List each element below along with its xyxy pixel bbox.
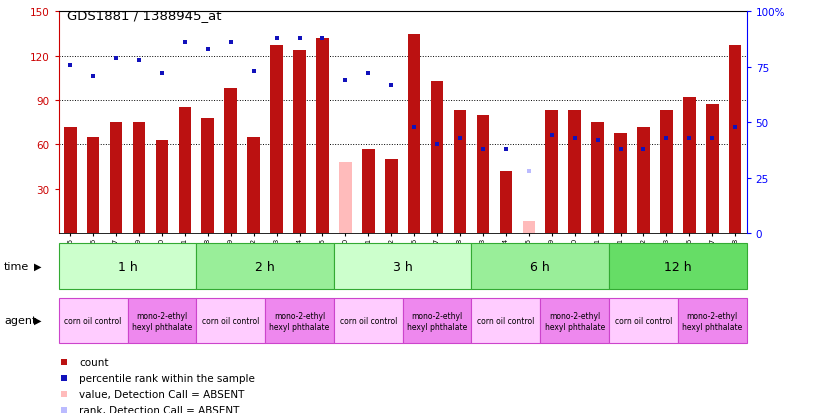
Text: mono-2-ethyl
hexyl phthalate: mono-2-ethyl hexyl phthalate (269, 311, 330, 331)
Text: mono-2-ethyl
hexyl phthalate: mono-2-ethyl hexyl phthalate (407, 311, 468, 331)
Bar (522, 221, 535, 233)
Text: agent: agent (4, 316, 37, 325)
Text: value, Detection Call = ABSENT: value, Detection Call = ABSENT (79, 389, 245, 399)
Bar (339, 163, 352, 233)
Bar (334, 298, 403, 344)
Bar (316, 39, 329, 233)
Bar (197, 298, 265, 344)
Text: corn oil control: corn oil control (339, 316, 397, 325)
Bar (706, 105, 719, 233)
Bar (197, 244, 334, 289)
Bar (293, 51, 306, 233)
Bar (110, 123, 122, 233)
Text: 6 h: 6 h (530, 260, 550, 273)
Bar (59, 244, 197, 289)
Bar (133, 123, 145, 233)
Bar (637, 127, 650, 233)
Bar (678, 298, 747, 344)
Text: percentile rank within the sample: percentile rank within the sample (79, 373, 255, 383)
Text: 2 h: 2 h (255, 260, 275, 273)
Bar (499, 171, 512, 233)
Bar (64, 127, 77, 233)
Text: corn oil control: corn oil control (614, 316, 672, 325)
Bar (265, 298, 334, 344)
Text: GDS1881 / 1388945_at: GDS1881 / 1388945_at (67, 9, 221, 22)
Bar (59, 298, 127, 344)
Bar (472, 298, 540, 344)
Text: time: time (4, 261, 29, 271)
Text: rank, Detection Call = ABSENT: rank, Detection Call = ABSENT (79, 405, 240, 413)
Bar (156, 140, 168, 233)
Text: corn oil control: corn oil control (477, 316, 534, 325)
Text: ▶: ▶ (34, 316, 42, 325)
Bar (86, 138, 100, 233)
Text: ▶: ▶ (34, 261, 42, 271)
Bar (477, 116, 490, 233)
Bar (660, 111, 672, 233)
Text: 1 h: 1 h (118, 260, 137, 273)
Bar (247, 138, 260, 233)
Bar (334, 244, 472, 289)
Bar (408, 35, 420, 233)
Bar (545, 111, 558, 233)
Bar (540, 298, 609, 344)
Bar (569, 111, 581, 233)
Text: mono-2-ethyl
hexyl phthalate: mono-2-ethyl hexyl phthalate (682, 311, 743, 331)
Text: count: count (79, 357, 109, 367)
Text: 12 h: 12 h (664, 260, 692, 273)
Bar (270, 46, 283, 233)
Bar (683, 98, 695, 233)
Text: corn oil control: corn oil control (202, 316, 259, 325)
Bar (402, 298, 472, 344)
Bar (472, 244, 609, 289)
Text: mono-2-ethyl
hexyl phthalate: mono-2-ethyl hexyl phthalate (132, 311, 192, 331)
Bar (362, 150, 375, 233)
Bar (609, 244, 747, 289)
Bar (431, 82, 443, 233)
Bar (202, 119, 214, 233)
Bar (179, 108, 191, 233)
Bar (729, 46, 742, 233)
Text: 3 h: 3 h (392, 260, 413, 273)
Text: mono-2-ethyl
hexyl phthalate: mono-2-ethyl hexyl phthalate (544, 311, 605, 331)
Bar (592, 123, 604, 233)
Text: corn oil control: corn oil control (64, 316, 122, 325)
Bar (609, 298, 678, 344)
Bar (385, 160, 397, 233)
Bar (224, 89, 237, 233)
Bar (614, 133, 627, 233)
Bar (127, 298, 197, 344)
Bar (454, 111, 466, 233)
